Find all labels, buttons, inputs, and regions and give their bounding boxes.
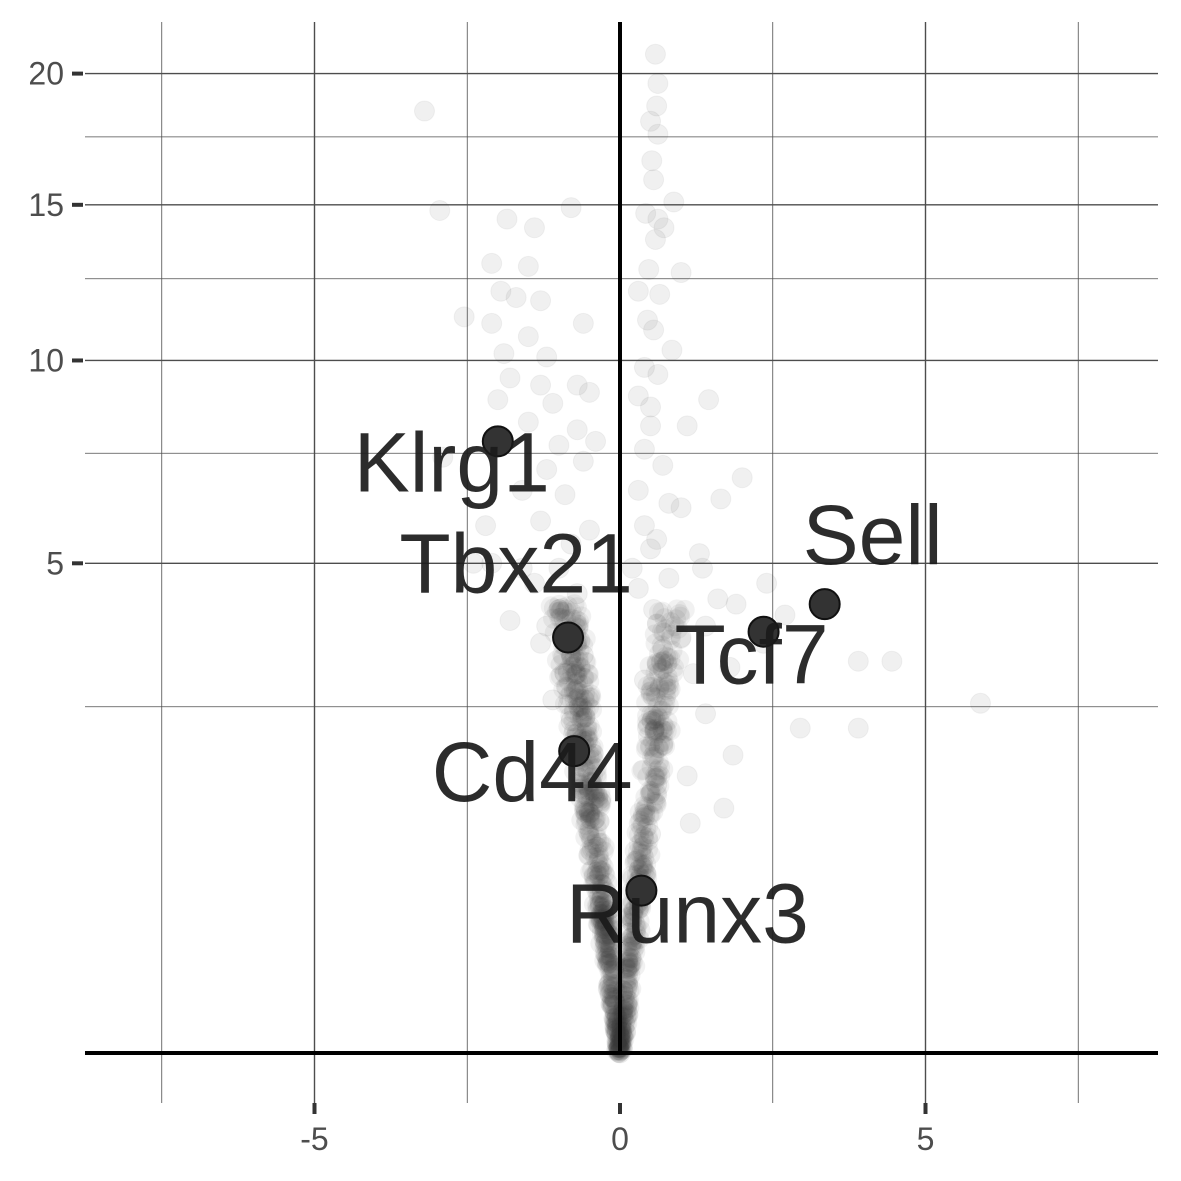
- scatter-point: [677, 766, 697, 786]
- scatter-point: [568, 664, 588, 684]
- scatter-point: [648, 124, 668, 144]
- scatter-point: [644, 170, 664, 190]
- y-tick-label: 5: [46, 545, 64, 581]
- scatter-point: [573, 313, 593, 333]
- scatter-point: [662, 340, 682, 360]
- gene-label-runx3: Runx3: [566, 867, 809, 961]
- x-tick-label: 0: [611, 1121, 629, 1157]
- scatter-point: [494, 344, 514, 364]
- scatter-point: [970, 693, 990, 713]
- scatter-point: [506, 288, 526, 308]
- scatter-point: [414, 101, 434, 121]
- scatter-point: [648, 364, 668, 384]
- scatter-point: [646, 688, 666, 708]
- scatter-point: [580, 688, 600, 708]
- scatter-point: [500, 368, 520, 388]
- scatter-point: [699, 390, 719, 410]
- scatter-point: [677, 416, 697, 436]
- scatter-point: [848, 718, 868, 738]
- scatter-point: [723, 745, 743, 765]
- y-tick-label: 20: [28, 56, 64, 92]
- scatter-point: [708, 589, 728, 609]
- scatter-point: [586, 431, 606, 451]
- scatter-point: [648, 73, 668, 93]
- scatter-point: [648, 738, 668, 758]
- scatter-point: [628, 480, 648, 500]
- gene-label-klrg1: Klrg1: [354, 415, 550, 509]
- scatter-point: [500, 611, 520, 631]
- scatter-point: [633, 826, 653, 846]
- scatter-point: [634, 439, 654, 459]
- scatter-point: [645, 624, 665, 644]
- scatter-point: [482, 313, 502, 333]
- y-tick-label: 10: [28, 342, 64, 378]
- scatter-point: [537, 347, 557, 367]
- scatter-point: [644, 320, 664, 340]
- scatter-point: [647, 768, 667, 788]
- scatter-point: [561, 198, 581, 218]
- scatter-point: [543, 393, 563, 413]
- scatter-point: [567, 420, 587, 440]
- scatter-point: [482, 253, 502, 273]
- scatter-point: [647, 794, 667, 814]
- scatter-point: [518, 256, 538, 276]
- scatter-point: [628, 281, 648, 301]
- scatter-point: [645, 44, 665, 64]
- scatter-point: [664, 192, 684, 212]
- gene-label-sell: Sell: [803, 488, 943, 582]
- scatter-point: [711, 489, 731, 509]
- x-tick-label: 5: [917, 1121, 935, 1157]
- scatter-point: [659, 568, 679, 588]
- scatter-point: [732, 468, 752, 488]
- scatter-point: [641, 416, 661, 436]
- scatter-point: [555, 485, 575, 505]
- scatter-point: [757, 573, 777, 593]
- scatter-point: [653, 455, 673, 475]
- highlight-point-tbx21: [553, 622, 583, 652]
- scatter-point: [882, 651, 902, 671]
- scatter-point: [696, 704, 716, 724]
- scatter-point: [641, 397, 661, 417]
- scatter-point: [848, 651, 868, 671]
- scatter-point: [573, 451, 593, 471]
- scatter-point: [655, 717, 675, 737]
- scatter-point: [654, 218, 674, 238]
- scatter-point: [589, 847, 609, 867]
- scatter-point: [651, 652, 671, 672]
- scatter-point: [650, 284, 670, 304]
- y-tick-label: 15: [28, 187, 64, 223]
- scatter-point: [641, 539, 661, 559]
- gene-label-cd44: Cd44: [432, 725, 633, 819]
- gene-label-tbx21: Tbx21: [399, 516, 632, 610]
- scatter-point: [488, 390, 508, 410]
- scatter-point: [671, 498, 691, 518]
- scatter-point: [790, 718, 810, 738]
- scatter-point: [454, 307, 474, 327]
- scatter-point: [518, 327, 538, 347]
- scatter-point: [605, 1021, 625, 1041]
- scatter-point: [680, 813, 700, 833]
- gene-label-tcf7: Tcf7: [675, 608, 829, 702]
- scatter-point: [642, 151, 662, 171]
- scatter-point: [714, 798, 734, 818]
- scatter-point: [549, 435, 569, 455]
- scatter-point: [497, 209, 517, 229]
- scatter-point: [671, 263, 691, 283]
- scatter-point: [531, 375, 551, 395]
- scatter-point: [637, 706, 657, 726]
- scatter-point: [524, 218, 544, 238]
- scatter-point: [579, 382, 599, 402]
- scatter-point: [531, 291, 551, 311]
- scatter-point: [430, 200, 450, 220]
- x-tick-label: -5: [300, 1121, 328, 1157]
- scatter-point: [692, 558, 712, 578]
- scatter-point: [639, 259, 659, 279]
